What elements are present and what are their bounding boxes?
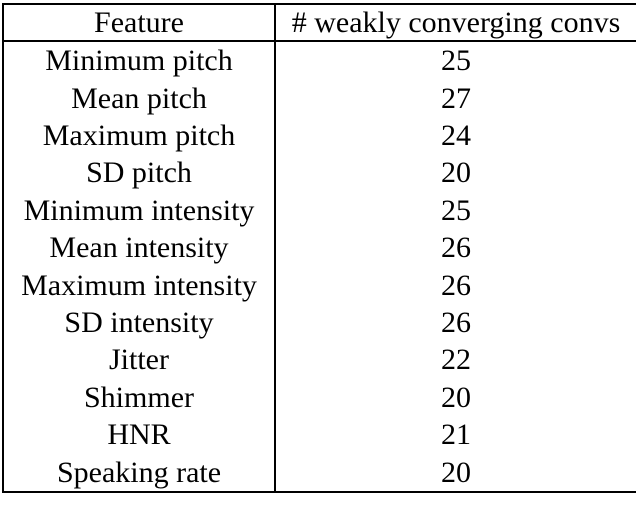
table-body: Minimum pitch 25 Mean pitch 27 Maximum pitch… — [3, 41, 636, 492]
convs-count-cell: 20 — [441, 380, 471, 414]
table-row: Speaking rate 20 — [3, 453, 636, 492]
feature-cell: SD intensity — [3, 303, 276, 342]
table-row: SD intensity 26 — [3, 303, 636, 342]
feature-cell: Minimum pitch — [3, 41, 276, 80]
convs-count-cell: 22 — [441, 343, 471, 377]
table-header-row: Feature # weakly converging convs — [3, 4, 636, 42]
feature-cell: Shimmer — [3, 378, 276, 417]
table-row: Mean pitch 27 — [3, 79, 636, 117]
table-row: Shimmer 20 — [3, 378, 636, 417]
convs-count-cell: 26 — [441, 268, 471, 302]
table-row: SD pitch 20 — [3, 154, 636, 192]
convs-count-cell: 26 — [441, 231, 471, 265]
convs-count-cell: 25 — [441, 193, 471, 227]
feature-cell: Maximum intensity — [3, 266, 276, 304]
convs-count-cell: 21 — [441, 418, 471, 452]
table-row: Maximum intensity 26 — [3, 266, 636, 304]
convs-count-cell: 26 — [441, 306, 471, 340]
table-row: HNR 21 — [3, 416, 636, 454]
column-header-feature: Feature — [3, 4, 276, 42]
convs-count-cell: 20 — [441, 156, 471, 190]
table-row: Mean intensity 26 — [3, 229, 636, 267]
table-row: Jitter 22 — [3, 341, 636, 379]
feature-convergence-table: Feature # weakly converging convs Minimu… — [2, 3, 636, 493]
convs-count-cell: 27 — [441, 81, 471, 115]
table-row: Minimum pitch 25 — [3, 41, 636, 80]
convs-count-cell: 20 — [441, 455, 471, 489]
feature-cell: Mean intensity — [3, 229, 276, 267]
table-row: Maximum pitch 24 — [3, 116, 636, 155]
convs-count-cell: 24 — [441, 119, 471, 153]
convs-count-cell: 25 — [441, 44, 471, 78]
feature-cell: Jitter — [3, 341, 276, 379]
feature-cell: HNR — [3, 416, 276, 454]
feature-cell: Mean pitch — [3, 79, 276, 117]
feature-cell: Speaking rate — [3, 453, 276, 492]
column-header-weakly-converging-convs: # weakly converging convs — [275, 4, 636, 42]
table-header: Feature # weakly converging convs — [3, 4, 636, 42]
feature-cell: Minimum intensity — [3, 191, 276, 230]
feature-cell: Maximum pitch — [3, 116, 276, 155]
feature-cell: SD pitch — [3, 154, 276, 192]
table-row: Minimum intensity 25 — [3, 191, 636, 230]
